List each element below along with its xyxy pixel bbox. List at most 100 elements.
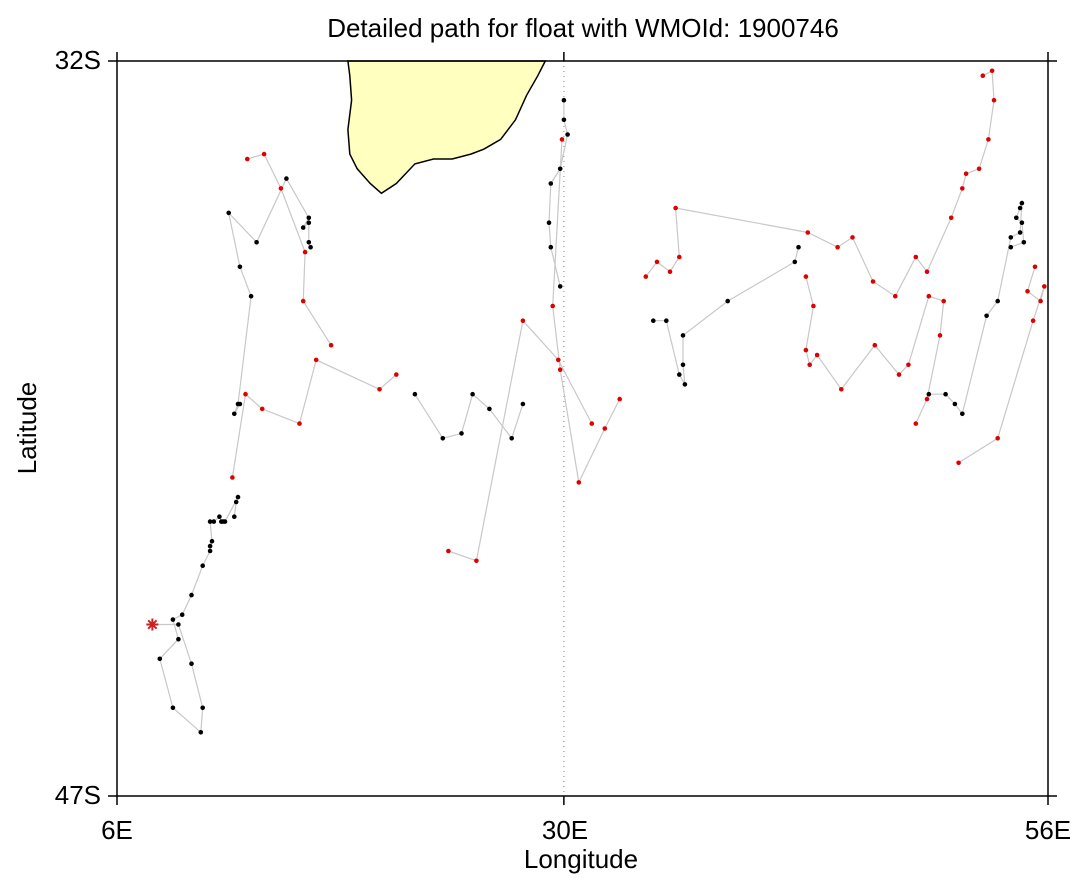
float-position-point — [176, 622, 181, 627]
float-position-point — [576, 480, 582, 485]
float-position-point — [960, 186, 965, 191]
float-position-point — [176, 636, 181, 642]
float-position-point — [792, 259, 798, 265]
float-position-point — [217, 514, 222, 519]
float-position-point — [1014, 215, 1019, 221]
float-position-point — [550, 303, 555, 309]
x-tick-label-right: 56E — [1025, 815, 1071, 845]
float-position-point — [677, 372, 682, 377]
float-position-point — [245, 156, 250, 162]
track-segment — [958, 266, 1045, 464]
float-position-point — [474, 558, 479, 564]
float-position-point — [209, 538, 215, 544]
track-segment — [805, 276, 945, 424]
track-segment — [548, 100, 569, 287]
float-position-point — [896, 372, 902, 377]
float-position-point — [803, 274, 809, 279]
float-position-point — [200, 705, 205, 711]
float-position-point — [906, 362, 911, 368]
float-position-point — [377, 387, 382, 392]
float-position-point — [870, 279, 876, 284]
float-position-point — [509, 436, 514, 441]
float-position-point — [179, 612, 185, 617]
float-position-point — [232, 514, 237, 519]
track-segment — [448, 319, 593, 562]
float-position-point — [941, 298, 946, 304]
float-position-point — [617, 396, 622, 402]
float-position-point — [412, 391, 418, 397]
track-segment — [552, 139, 621, 485]
float-position-point — [546, 220, 552, 225]
float-position-point — [589, 421, 595, 426]
float-position-point — [207, 543, 213, 549]
float-position-point — [1017, 205, 1023, 211]
float-position-point — [226, 210, 231, 216]
land-mass — [347, 60, 547, 195]
axis-ticks — [108, 52, 1057, 805]
track-segment — [247, 153, 332, 346]
float-position-point — [991, 97, 997, 103]
float-position-point — [1019, 200, 1025, 206]
float-position-point — [470, 391, 475, 397]
float-position-point — [948, 215, 954, 221]
float-position-point — [850, 235, 855, 240]
float-position-point — [673, 205, 678, 211]
float-position-point — [725, 298, 730, 304]
float-position-point — [219, 519, 224, 524]
float-position-point — [796, 244, 801, 250]
float-position-point — [556, 357, 561, 363]
float-position-point — [682, 382, 688, 387]
float-position-point — [237, 264, 243, 270]
float-position-point — [677, 254, 682, 260]
float-position-point — [394, 372, 399, 377]
float-position-point — [446, 548, 451, 554]
float-position-point — [207, 548, 213, 554]
float-position-point — [976, 166, 982, 172]
float-position-point — [1019, 220, 1025, 225]
float-position-point — [232, 411, 237, 417]
float-position-point — [960, 411, 965, 417]
float-position-point — [963, 171, 969, 176]
float-position-point — [956, 460, 961, 466]
float-position-point — [328, 342, 334, 348]
float-position-point — [459, 431, 464, 436]
float-position-point — [170, 617, 176, 622]
float-position-point — [235, 401, 241, 407]
float-position-point — [557, 367, 563, 373]
float-position-point — [157, 656, 163, 662]
float-position-point — [306, 220, 312, 225]
float-position-point — [680, 333, 686, 338]
float-position-point — [680, 362, 686, 368]
float-position-point — [1030, 318, 1036, 324]
float-position-point — [654, 259, 660, 265]
track-segment — [645, 69, 995, 298]
float-position-point — [302, 249, 308, 255]
y-tick-label-top: 32S — [55, 45, 101, 75]
float-position-point — [520, 318, 526, 324]
float-position-point — [170, 705, 176, 711]
float-position-point — [548, 181, 554, 186]
y-tick-label-bottom: 47S — [55, 780, 101, 810]
float-position-point — [805, 230, 811, 235]
float-position-point — [803, 347, 809, 353]
float-position-point — [1025, 289, 1030, 294]
x-tick-label-left: 6E — [101, 815, 133, 845]
x-axis-label: Longitude — [524, 844, 638, 874]
float-position-point — [989, 68, 995, 74]
float-position-point — [200, 563, 205, 568]
float-position-point — [261, 151, 267, 157]
float-position-point — [984, 313, 989, 319]
start-marker-stroke — [147, 619, 158, 630]
float-position-point — [243, 391, 248, 397]
start-position-marker — [146, 618, 159, 631]
float-position-point — [1038, 298, 1043, 304]
float-position-point — [248, 293, 254, 299]
track-layer — [150, 68, 1047, 735]
float-position-point — [667, 269, 673, 275]
float-position-point — [1017, 230, 1023, 235]
float-position-point — [943, 391, 948, 397]
float-position-point — [548, 244, 554, 250]
float-position-point — [306, 215, 312, 221]
float-position-point — [207, 519, 213, 524]
